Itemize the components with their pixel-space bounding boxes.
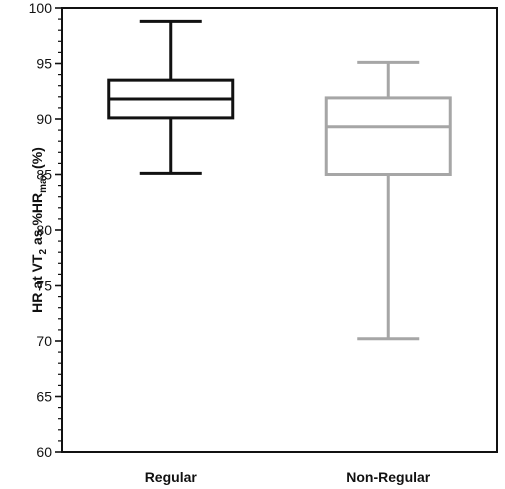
box-non-regular <box>324 60 452 341</box>
plot-frame <box>61 7 498 453</box>
iqr-box <box>324 96 452 176</box>
y-tick-label: 70 <box>36 333 52 349</box>
x-category-label: Non-Regular <box>346 469 431 485</box>
y-tick-label: 100 <box>29 0 53 16</box>
y-tick-label: 90 <box>36 111 52 127</box>
y-tick-label: 65 <box>36 389 52 405</box>
y-tick-label: 75 <box>36 278 52 294</box>
y-tick-label: 80 <box>36 222 52 238</box>
y-tick-label: 60 <box>36 444 52 460</box>
x-category-label: Regular <box>145 469 198 485</box>
y-axis-title: HR at VT2 as %HRmax (%) <box>29 147 49 313</box>
y-axis: 60 65 70 75 80 85 90 95 100 <box>29 0 62 460</box>
y-tick-label: 95 <box>36 56 52 72</box>
y-tick-label: 85 <box>36 167 52 183</box>
x-axis-labels: Regular Non-Regular <box>145 469 431 485</box>
box-regular <box>107 19 235 175</box>
plot-border <box>61 7 498 453</box>
box-series <box>107 19 452 341</box>
